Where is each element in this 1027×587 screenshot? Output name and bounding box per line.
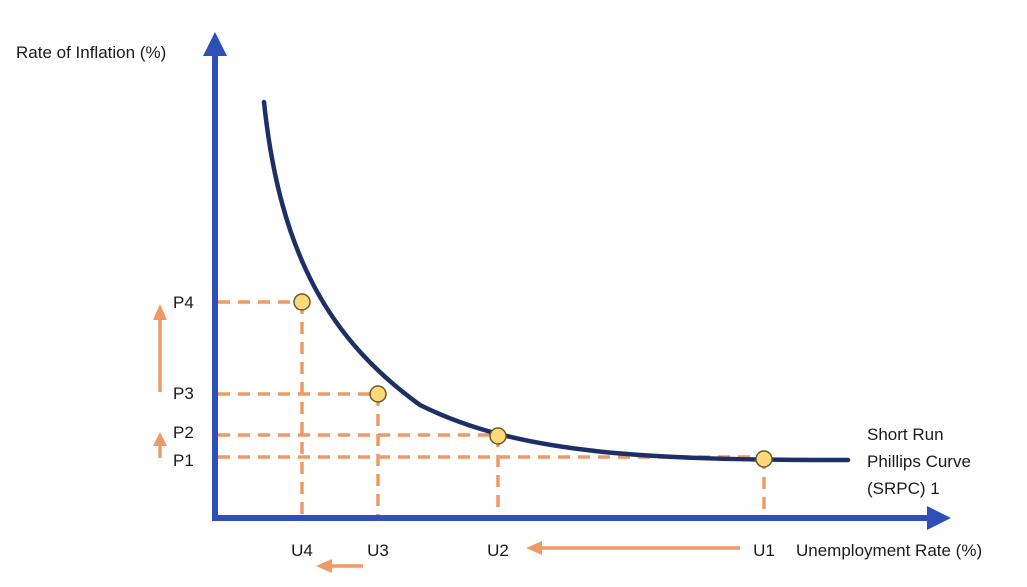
u-label-u4: U4 <box>291 541 313 560</box>
p-label-p3: P3 <box>173 384 194 403</box>
inflation-up-arrow-large-head <box>153 304 167 320</box>
unemployment-left-arrow-small-head <box>316 559 332 573</box>
movement-arrows <box>153 304 740 573</box>
srpc-label-line-3: (SRPC) 1 <box>867 479 940 498</box>
point-p1-u1 <box>755 450 773 468</box>
srpc-label-line-2: Phillips Curve <box>867 452 971 471</box>
x-axis-title: Unemployment Rate (%) <box>796 541 982 560</box>
p-label-p1: P1 <box>173 451 194 470</box>
axes <box>203 32 951 530</box>
point-p2-u2 <box>489 427 507 445</box>
srpc-curve <box>261 99 851 463</box>
y-axis-title: Rate of Inflation (%) <box>16 43 166 62</box>
p-label-p4: P4 <box>173 293 194 312</box>
guide-lines <box>218 300 766 518</box>
inflation-up-arrow-small-head <box>153 432 167 446</box>
srpc-label-line-1: Short Run <box>867 425 944 444</box>
u-label-u2: U2 <box>487 541 509 560</box>
u-label-u3: U3 <box>367 541 389 560</box>
curve-points <box>293 293 773 468</box>
point-p4-u4 <box>293 293 311 311</box>
y-axis-arrowhead <box>203 32 227 56</box>
u-label-u1: U1 <box>753 541 775 560</box>
x-axis-arrowhead <box>927 506 951 530</box>
unemployment-left-arrow-large-head <box>526 541 542 555</box>
p-label-p2: P2 <box>173 423 194 442</box>
point-p3-u3 <box>369 385 387 403</box>
